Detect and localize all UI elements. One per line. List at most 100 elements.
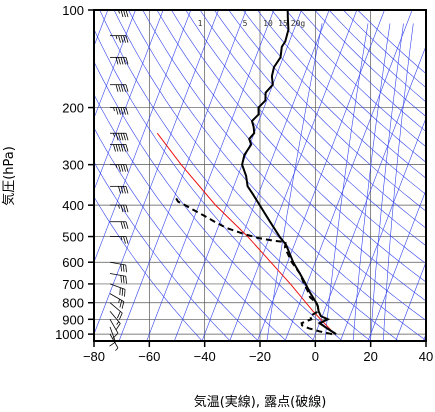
- wind-barb: [109, 310, 121, 330]
- wind-barb: [109, 302, 123, 320]
- isotherm-line: [94, 10, 219, 335]
- wind-barb-flag: [120, 35, 124, 43]
- wind-barb-flag: [121, 301, 125, 309]
- wind-barb-flag: [120, 264, 122, 272]
- wind-barb-flag: [115, 107, 119, 115]
- wind-barb-flag: [121, 288, 124, 296]
- x-tick-label: −40: [194, 349, 216, 364]
- dry-adiabat-line: [94, 61, 315, 341]
- wind-barb-half-flag: [115, 35, 118, 40]
- wind-barb-staff: [109, 293, 125, 302]
- x-tick-label: 0: [312, 349, 319, 364]
- y-tick-label: 100: [62, 3, 84, 18]
- wind-barb-flag: [118, 144, 121, 152]
- wind-barb: [110, 107, 129, 115]
- dry-adiabat-line: [285, 10, 426, 148]
- wind-barb-flag: [115, 144, 119, 152]
- wind-barb-staff: [109, 261, 126, 266]
- isotherm-line: [94, 10, 136, 119]
- dry-adiabat-line: [343, 10, 426, 89]
- isotherm-line: [94, 10, 164, 191]
- wind-barb-staff: [109, 326, 116, 343]
- wind-barb-flag: [123, 35, 126, 43]
- mixing-ratio-label: 1: [198, 19, 203, 28]
- x-tick-label: −80: [83, 349, 105, 364]
- mixing-ratio-label: 10: [263, 19, 273, 28]
- wind-barb-half-flag: [115, 347, 119, 351]
- dry-adiabat-line: [214, 10, 426, 229]
- mixing-ratio-line: [352, 23, 391, 341]
- wind-barb-staff: [109, 302, 123, 314]
- x-tick-label: 20: [363, 349, 377, 364]
- dry-adiabat-line: [94, 161, 231, 341]
- mixing-ratio-labels: 1 5 10 15 20g: [198, 19, 306, 28]
- isotherm-line: [257, 10, 385, 341]
- y-tick-label: 700: [62, 277, 84, 292]
- x-axis-title: 気温(実線), 露点(破線): [194, 394, 327, 410]
- wind-barb-flag: [118, 35, 121, 43]
- axes: −80 −60 −40 −20 0 20 40 100 200 300 400 500 600 700 80…: [55, 3, 433, 364]
- wind-barb-half-flag: [116, 321, 120, 325]
- y-tick-label: 600: [62, 255, 84, 270]
- wind-barb: [110, 132, 129, 141]
- mixing-ratio-line: [324, 23, 369, 341]
- wind-barb-flag: [120, 133, 124, 141]
- wind-barb-flag: [118, 164, 121, 172]
- wind-barb-flag: [119, 287, 121, 295]
- wind-barb-flag: [125, 35, 129, 43]
- wind-barb: [110, 185, 129, 194]
- wind-barb-flag: [123, 144, 126, 152]
- wind-barb-flag: [125, 264, 127, 273]
- x-tick-label: −60: [138, 349, 160, 364]
- dry-adiabat-line: [185, 10, 426, 265]
- wind-barb-flag: [123, 186, 126, 194]
- dry-adiabat-line: [357, 10, 426, 75]
- y-axis-title: 気圧(hPa): [1, 146, 17, 206]
- wind-barb-flag: [120, 84, 124, 92]
- wind-barb-half-flag: [113, 133, 115, 137]
- y-tick-label: 200: [62, 101, 84, 116]
- wind-barb-flag: [118, 133, 121, 141]
- mixing-ratio-label: 20g: [291, 19, 306, 28]
- wind-barb-flag: [123, 84, 126, 92]
- dry-adiabat-line: [94, 127, 259, 341]
- mixing-ratio-label: 5: [243, 19, 248, 28]
- y-tick-label: 400: [62, 198, 84, 213]
- isotherm-line: [94, 10, 192, 263]
- dry-adiabat-line: [271, 10, 426, 163]
- dry-adiabat-line: [113, 10, 399, 341]
- reference-line: [156, 132, 336, 335]
- isotherm-line: [174, 10, 302, 341]
- dry-adiabat-line: [142, 10, 426, 321]
- isotherm-line: [340, 117, 426, 341]
- wind-barb-flag: [118, 84, 121, 92]
- mixing-ratio-line: [266, 23, 323, 341]
- wind-barb-staff: [109, 310, 121, 324]
- wind-barb-flag: [125, 205, 129, 213]
- wind-barb: [109, 293, 125, 309]
- wind-barb-flag: [120, 205, 124, 213]
- wind-barb: [110, 56, 129, 65]
- isotherm-line: [284, 10, 413, 341]
- isotherm-line: [312, 45, 426, 341]
- mixing-ratio-line: [383, 23, 414, 341]
- wind-barb-flag: [123, 164, 126, 172]
- dry-adiabat-line: [99, 10, 371, 341]
- wind-barb: [110, 35, 129, 43]
- dry-adiabat-line: [156, 10, 426, 302]
- wind-barb-flag: [118, 186, 121, 194]
- wind-barb-half-flag: [118, 299, 120, 303]
- wind-barb-flag: [125, 133, 129, 141]
- wind-barb: [110, 144, 129, 152]
- isotherm-line: [118, 10, 247, 341]
- wind-barb-staff: [109, 273, 126, 277]
- x-tick-label: −20: [249, 349, 271, 364]
- wind-barb-flag: [123, 133, 126, 141]
- wind-barb-flag: [120, 107, 124, 115]
- wind-barb-flag: [120, 144, 124, 152]
- dry-adiabat-line: [94, 196, 203, 341]
- wind-barb: [110, 221, 129, 229]
- wind-barb-flag: [123, 221, 126, 229]
- wind-barb: [110, 164, 129, 172]
